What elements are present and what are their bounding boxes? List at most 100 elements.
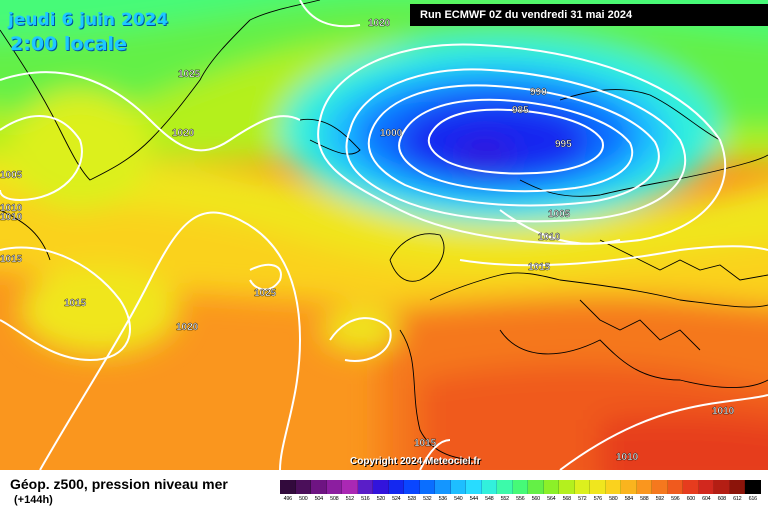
scale-cell: 600 (683, 480, 699, 506)
scale-cell: 564 (543, 480, 559, 506)
scale-swatch (373, 480, 389, 494)
scale-cell: 596 (667, 480, 683, 506)
scale-swatch (543, 480, 559, 494)
scale-tick-label: 588 (640, 496, 649, 502)
scale-swatch (590, 480, 606, 494)
scale-tick-label: 504 (314, 496, 324, 502)
isobar-label: 1005 (0, 170, 23, 181)
scale-swatch (311, 480, 327, 494)
scale-swatch (435, 480, 451, 494)
forecast-time: 2:00 locale (10, 33, 127, 55)
scale-swatch (745, 480, 761, 494)
scale-tick-label: 568 (562, 496, 572, 502)
model-run-banner: Run ECMWF 0Z du vendredi 31 mai 2024 (410, 4, 768, 26)
color-scale: 496 500 504 508 512 516 520 524 528 532 536 540 544 5… (280, 480, 761, 506)
isobar-label: 1020 (172, 128, 195, 139)
scale-cell: 560 (528, 480, 544, 506)
coastlines (0, 0, 768, 461)
scale-cell: 516 (357, 480, 373, 506)
scale-tick-label: 584 (624, 496, 634, 502)
scale-swatch (667, 480, 683, 494)
scale-cell: 592 (652, 480, 668, 506)
scale-cell: 568 (559, 480, 575, 506)
scale-swatch (698, 480, 714, 494)
scale-cell: 588 (636, 480, 652, 506)
scale-tick-label: 512 (345, 496, 355, 502)
scale-swatch (388, 480, 404, 494)
scale-swatch (683, 480, 699, 494)
scale-tick-label: 528 (407, 496, 417, 502)
geopotential-fill (0, 0, 768, 470)
scale-tick-label: 520 (376, 496, 386, 502)
scale-cell: 520 (373, 480, 389, 506)
isobar-lines (0, 0, 768, 470)
scale-swatch (450, 480, 466, 494)
scale-tick-label: 540 (454, 496, 463, 502)
scale-tick-label: 508 (330, 496, 339, 502)
scale-tick-label: 592 (655, 496, 665, 502)
scale-swatch (481, 480, 497, 494)
scale-cell: 584 (621, 480, 637, 506)
isobar-label: 1010 (0, 203, 23, 214)
scale-tick-label: 552 (500, 496, 510, 502)
scale-cell: 604 (698, 480, 714, 506)
isobar-label: 1015 (0, 254, 23, 265)
scale-tick-label: 556 (516, 496, 525, 502)
scale-cell: 540 (450, 480, 466, 506)
scale-cell: 556 (512, 480, 528, 506)
scale-tick-label: 532 (423, 496, 432, 502)
scale-tick-label: 580 (609, 496, 618, 502)
scale-cell: 580 (605, 480, 621, 506)
scale-tick-label: 616 (748, 496, 758, 502)
scale-swatch (559, 480, 575, 494)
scale-tick-label: 560 (531, 496, 541, 502)
scale-tick-label: 596 (671, 496, 680, 502)
scale-cell: 576 (590, 480, 606, 506)
forecast-hour: (+144h) (14, 494, 53, 506)
scale-swatch (729, 480, 745, 494)
scale-cell: 616 (745, 480, 761, 506)
scale-swatch (528, 480, 544, 494)
isobar-label: 990 (530, 87, 547, 98)
scale-swatch (574, 480, 590, 494)
scale-cell: 528 (404, 480, 420, 506)
scale-cell: 524 (388, 480, 404, 506)
scale-swatch (512, 480, 528, 494)
scale-swatch (652, 480, 668, 494)
scale-cell: 552 (497, 480, 513, 506)
scale-cell: 544 (466, 480, 482, 506)
isobar-label: 1010 (616, 452, 639, 463)
scale-cell: 536 (435, 480, 451, 506)
scale-tick-label: 524 (392, 496, 401, 502)
scale-tick-label: 536 (438, 496, 448, 502)
scale-swatch (357, 480, 373, 494)
scale-cell: 548 (481, 480, 497, 506)
scale-cell: 500 (295, 480, 311, 506)
scale-swatch (419, 480, 435, 494)
scale-tick-label: 576 (593, 496, 603, 502)
legend-footer: Géop. z500, pression niveau mer (+144h) … (0, 470, 768, 512)
scale-tick-label: 572 (578, 496, 587, 502)
scale-swatch (605, 480, 621, 494)
scale-swatch (497, 480, 513, 494)
scale-cell: 496 (280, 480, 296, 506)
scale-swatch (342, 480, 358, 494)
scale-cell: 532 (419, 480, 435, 506)
isobar-label: 1025 (178, 69, 201, 80)
scale-swatch (466, 480, 482, 494)
isobar-label: 1015 (414, 438, 437, 449)
isobar-label: 1020 (176, 322, 199, 333)
isobar-label: 1015 (528, 262, 551, 273)
scale-tick-label: 496 (283, 496, 293, 502)
forecast-date: jeudi 6 juin 2024 (8, 10, 169, 30)
scale-tick-label: 548 (485, 496, 494, 502)
scale-tick-label: 600 (686, 496, 696, 502)
isobar-labels: 1020 1025 1020 1005 1010 1010 1015 1015 … (0, 18, 735, 463)
isobar-label: 1020 (368, 18, 391, 29)
scale-cell: 508 (326, 480, 342, 506)
geopotential-map: 1020 1025 1020 1005 1010 1010 1015 1015 … (0, 0, 768, 470)
isobar-label: 1005 (548, 209, 571, 220)
scale-tick-label: 608 (717, 496, 727, 502)
scale-swatch (404, 480, 420, 494)
